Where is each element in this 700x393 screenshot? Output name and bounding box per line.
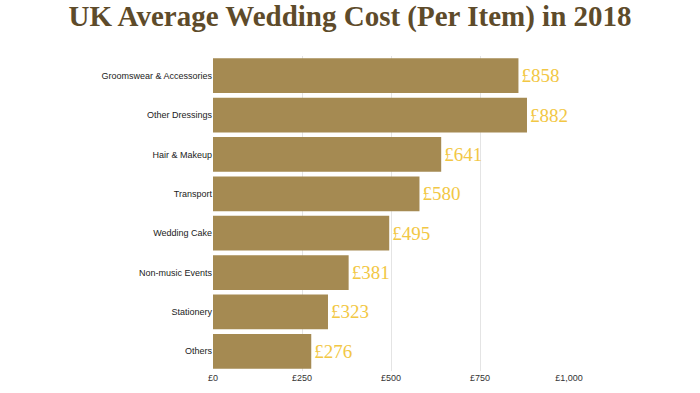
svg-text:Groomswear & Accessories: Groomswear & Accessories	[101, 71, 212, 81]
svg-text:£500: £500	[381, 373, 401, 383]
svg-text:£641: £641	[444, 144, 482, 165]
svg-text:Hair & Makeup: Hair & Makeup	[152, 150, 212, 160]
svg-text:£381: £381	[352, 262, 390, 283]
svg-text:£750: £750	[470, 373, 490, 383]
svg-text:£276: £276	[314, 341, 352, 362]
svg-text:Others: Others	[185, 346, 213, 356]
svg-text:£495: £495	[392, 223, 430, 244]
svg-text:£1,000: £1,000	[555, 373, 583, 383]
svg-text:£323: £323	[331, 301, 369, 322]
svg-text:Wedding Cake: Wedding Cake	[153, 228, 212, 238]
svg-text:Other Dressings: Other Dressings	[147, 110, 213, 120]
svg-text:£580: £580	[422, 183, 460, 204]
svg-text:Non-music Events: Non-music Events	[139, 268, 213, 278]
svg-text:UK Average Wedding Cost (Per I: UK Average Wedding Cost (Per Item) in 20…	[68, 0, 631, 33]
svg-text:£858: £858	[521, 65, 559, 86]
svg-text:£250: £250	[292, 373, 312, 383]
svg-text:Stationery: Stationery	[171, 307, 212, 317]
svg-text:£882: £882	[530, 105, 568, 126]
svg-text:£0: £0	[208, 373, 218, 383]
svg-text:Transport: Transport	[174, 189, 213, 199]
